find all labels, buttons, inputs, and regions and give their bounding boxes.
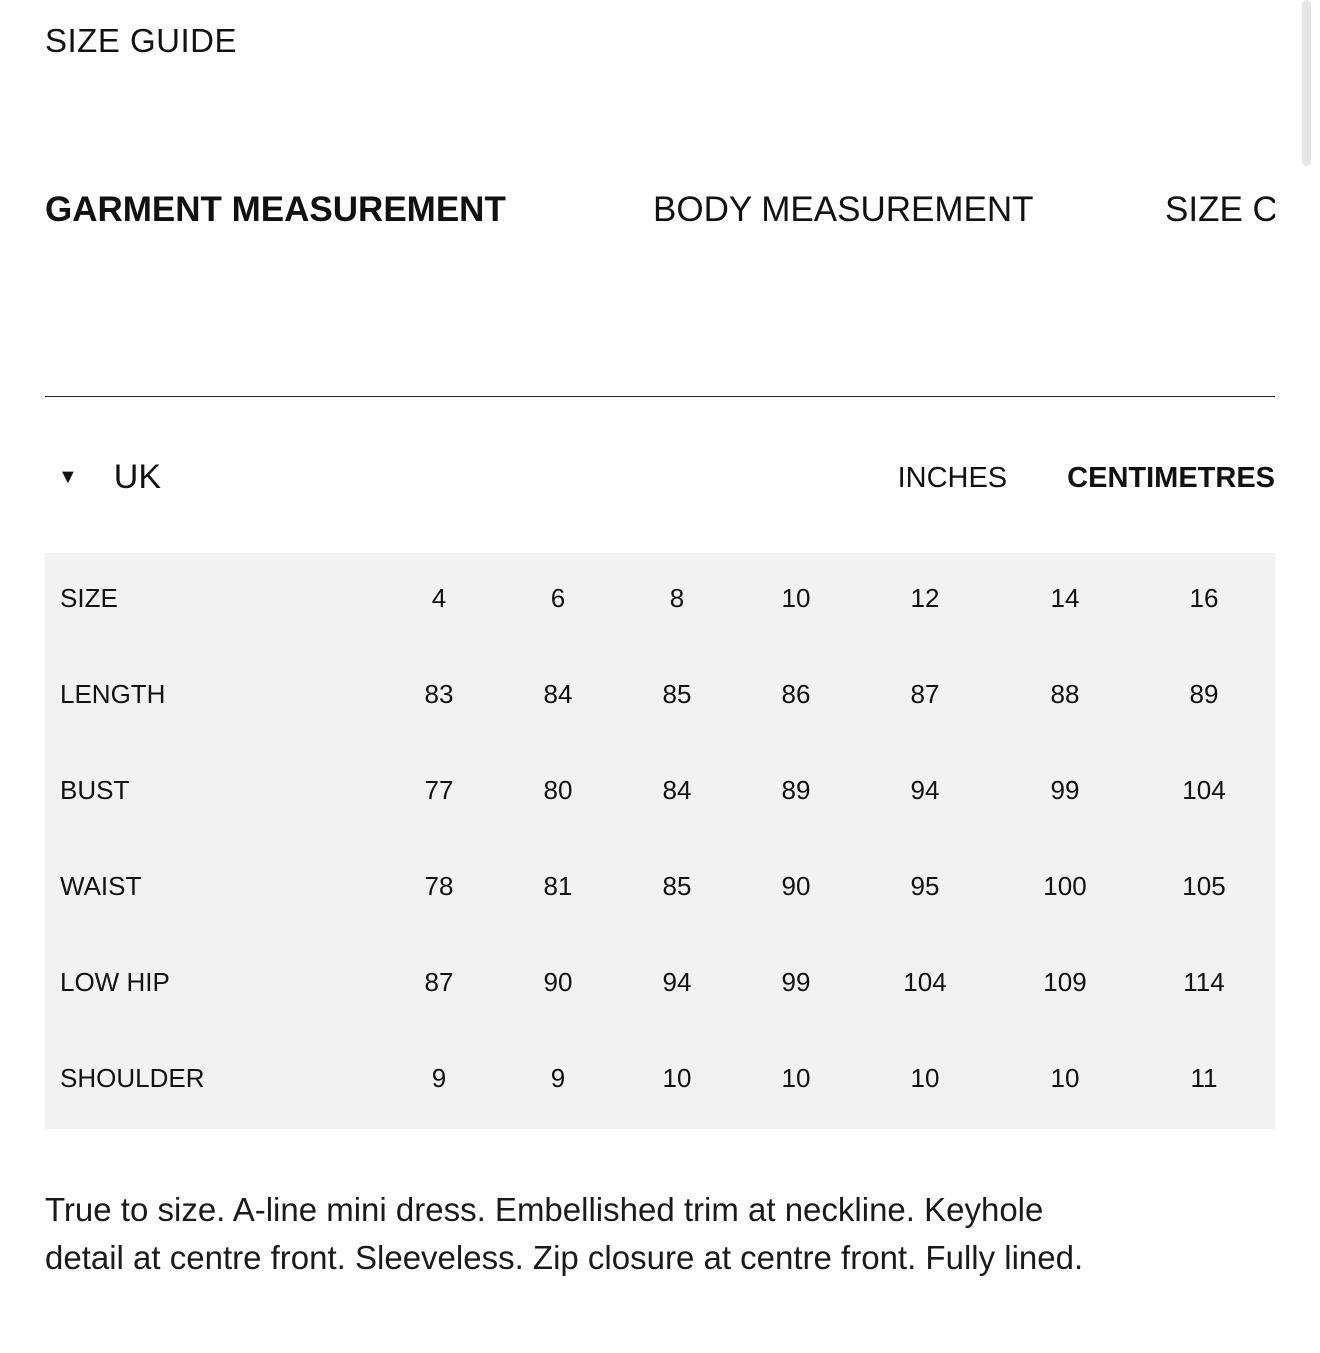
table-cell: 88 (1050, 679, 1080, 709)
table-cell: 89 (781, 775, 811, 805)
table-cell: 83 (424, 679, 454, 709)
table-cell: 99 (1050, 775, 1080, 805)
row-label: SIZE (60, 583, 118, 613)
table-cell: 86 (781, 679, 811, 709)
table-cell: 78 (424, 871, 454, 901)
table-cell: 11 (1190, 1063, 1218, 1093)
region-label: UK (113, 458, 162, 496)
table-cell: 10 (662, 1063, 692, 1093)
table-cell: 104 (1182, 775, 1226, 805)
row-label: SHOULDER (60, 1063, 205, 1093)
table-row: BUST 77 80 84 89 94 99 104 (45, 745, 1275, 841)
table-cell: 81 (543, 871, 573, 901)
table-cell: 9 (431, 1063, 447, 1093)
table-cell: 90 (781, 871, 811, 901)
measurement-tabs: GARMENT MEASUREMENT BODY MEASUREMENT SIZ… (45, 190, 1275, 240)
table-cell: 80 (543, 775, 573, 805)
table-cell: 95 (910, 871, 940, 901)
table-cell: 100 (1043, 871, 1087, 901)
table-row: LENGTH 83 84 85 86 87 88 89 (45, 649, 1275, 745)
table-cell: 85 (662, 679, 692, 709)
unit-toggle: INCHES CENTIMETRES (898, 462, 1275, 495)
table-cell: 8 (669, 583, 685, 613)
table-cell: 16 (1189, 583, 1219, 613)
product-description: True to size. A-line mini dress. Embelli… (45, 1191, 1084, 1276)
triangle-down-icon: ▼ (58, 466, 78, 488)
table-cell: 84 (662, 775, 692, 805)
table-row: WAIST 78 81 85 90 95 100 105 (45, 841, 1275, 937)
table-cell: 12 (910, 583, 940, 613)
table-cell: 10 (781, 1063, 811, 1093)
scrollbar[interactable] (1302, 0, 1311, 166)
table-cell: 84 (543, 679, 573, 709)
table-row: LOW HIP 87 90 94 99 104 109 114 (45, 937, 1275, 1033)
table-cell: 10 (910, 1063, 940, 1093)
table-cell: 104 (903, 967, 947, 997)
row-label: LENGTH (60, 679, 166, 709)
table-cell: 9 (550, 1063, 566, 1093)
table-cell: 4 (431, 583, 447, 613)
table-cell: 109 (1043, 967, 1087, 997)
table-cell: 6 (550, 583, 566, 613)
table-cell: 10 (1050, 1063, 1080, 1093)
page-title: SIZE GUIDE (45, 22, 238, 59)
tab-size-conversion[interactable]: SIZE C (1165, 190, 1275, 229)
row-label: LOW HIP (60, 967, 170, 997)
table-cell: 99 (781, 967, 811, 997)
table-cell: 87 (910, 679, 940, 709)
table-cell: 94 (910, 775, 940, 805)
tab-garment-measurement[interactable]: GARMENT MEASUREMENT (45, 190, 506, 229)
table-cell: 87 (424, 967, 454, 997)
table-cell: 89 (1189, 679, 1219, 709)
table-cell: 105 (1182, 871, 1226, 901)
table-cell: 10 (781, 583, 811, 613)
table-cell: 90 (543, 967, 573, 997)
unit-inches[interactable]: INCHES (897, 462, 1008, 494)
table-cell: 14 (1050, 583, 1080, 613)
row-label: WAIST (60, 871, 142, 901)
unit-centimetres[interactable]: CENTIMETRES (1067, 462, 1275, 494)
table-row: SHOULDER 9 9 10 10 10 10 11 (45, 1033, 1275, 1129)
table-row: SIZE 4 6 8 10 12 14 16 (45, 553, 1275, 649)
table-cell: 77 (424, 775, 454, 805)
table-cell: 94 (662, 967, 692, 997)
tab-body-measurement[interactable]: BODY MEASUREMENT (653, 190, 1034, 229)
table-cell: 114 (1183, 967, 1225, 997)
divider (45, 396, 1275, 397)
size-table: SIZE 4 6 8 10 12 14 16 LENGTH 83 84 85 86 87 88 89 BUST 7… (45, 553, 1275, 1129)
row-label: BUST (60, 775, 130, 805)
region-dropdown[interactable]: ▼ UK (58, 458, 161, 497)
table-cell: 85 (662, 871, 692, 901)
